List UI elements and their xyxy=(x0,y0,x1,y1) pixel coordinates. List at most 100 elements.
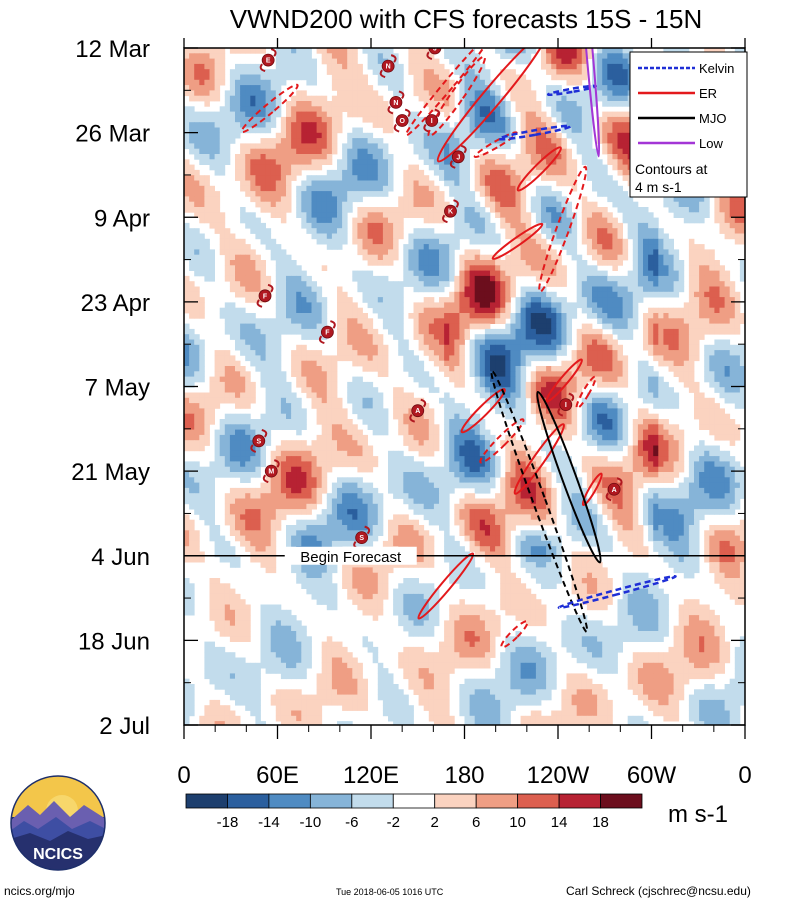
heat-cell xyxy=(581,111,588,118)
heat-cell xyxy=(525,53,532,59)
heat-cell xyxy=(581,143,588,150)
heat-cell xyxy=(321,95,328,102)
heat-cell xyxy=(245,106,251,112)
heat-cell xyxy=(617,249,623,256)
heat-cell xyxy=(184,116,190,123)
heat-cell xyxy=(342,233,348,240)
heat-cell xyxy=(632,212,639,218)
heat-cell xyxy=(683,302,690,309)
heat-cell xyxy=(377,260,384,266)
heat-cell xyxy=(663,307,669,314)
heat-cell xyxy=(704,196,710,203)
heat-cell xyxy=(377,291,384,298)
heat-cell xyxy=(643,244,649,250)
heat-cell xyxy=(301,207,307,213)
heat-cell xyxy=(464,302,470,309)
heat-cell xyxy=(586,302,593,309)
heat-cell xyxy=(490,201,496,208)
heat-cell xyxy=(270,360,277,367)
heat-cell xyxy=(184,334,190,340)
heat-cell xyxy=(250,254,256,261)
heat-cell xyxy=(403,275,409,282)
heat-cell xyxy=(382,244,389,250)
heat-cell xyxy=(265,90,272,97)
heat-cell xyxy=(286,169,292,176)
heat-cell xyxy=(260,260,266,266)
heat-cell xyxy=(204,185,210,192)
heat-cell xyxy=(474,228,481,234)
heat-cell xyxy=(622,154,629,160)
heat-cell xyxy=(469,138,476,144)
heat-cell xyxy=(321,148,328,155)
heat-cell xyxy=(291,350,297,356)
heat-cell xyxy=(484,101,491,107)
heat-cell xyxy=(474,69,481,75)
heat-cell xyxy=(612,58,618,65)
heat-cell xyxy=(694,355,700,362)
heat-cell xyxy=(495,90,501,97)
heat-cell xyxy=(648,228,654,234)
heat-cell xyxy=(398,79,404,86)
heat-cell xyxy=(607,154,613,160)
heat-cell xyxy=(229,302,236,309)
heat-cell xyxy=(474,79,481,86)
heat-cell xyxy=(479,74,486,81)
heat-cell xyxy=(362,323,368,330)
heat-cell xyxy=(617,260,623,266)
heat-cell xyxy=(617,85,623,91)
heat-cell xyxy=(490,164,496,171)
heat-cell xyxy=(658,350,664,356)
heat-cell xyxy=(490,238,496,245)
heat-cell xyxy=(413,212,419,218)
heat-cell xyxy=(337,122,343,128)
heat-cell xyxy=(474,334,481,340)
heat-cell xyxy=(444,180,450,187)
heat-cell xyxy=(199,344,205,351)
heat-cell xyxy=(331,180,338,187)
heat-cell xyxy=(541,228,547,234)
heat-cell xyxy=(653,281,659,287)
heat-cell xyxy=(724,291,731,298)
heat-cell xyxy=(439,154,445,160)
heat-cell xyxy=(484,122,491,128)
heat-cell xyxy=(209,148,215,155)
heat-cell xyxy=(229,313,236,319)
heat-cell xyxy=(724,313,731,319)
heat-cell xyxy=(581,334,588,340)
heat-cell xyxy=(413,169,419,176)
heat-cell xyxy=(520,233,527,240)
heat-cell xyxy=(444,260,450,266)
heat-cell xyxy=(571,249,578,256)
heat-cell xyxy=(566,74,572,81)
heat-cell xyxy=(571,307,578,314)
heat-cell xyxy=(561,127,567,134)
heat-cell xyxy=(469,291,476,298)
heat-cell xyxy=(500,339,506,346)
heat-cell xyxy=(484,339,491,346)
heat-cell xyxy=(194,185,200,192)
heat-cell xyxy=(235,244,241,250)
heat-cell xyxy=(357,249,363,256)
heat-cell xyxy=(469,116,476,123)
heat-cell xyxy=(734,355,741,362)
heat-cell xyxy=(291,148,297,155)
heat-cell xyxy=(622,90,629,97)
heat-cell xyxy=(637,228,644,234)
heat-cell xyxy=(699,270,705,277)
heat-cell xyxy=(393,233,399,240)
heat-cell xyxy=(704,48,710,54)
heat-cell xyxy=(235,106,241,112)
heat-cell xyxy=(321,191,328,197)
heat-cell xyxy=(719,217,725,224)
heat-cell xyxy=(622,85,629,91)
heat-cell xyxy=(199,48,205,54)
heat-cell xyxy=(704,212,710,218)
heat-cell xyxy=(515,355,521,362)
heat-cell xyxy=(306,63,312,70)
heat-cell xyxy=(546,302,552,309)
heat-cell xyxy=(556,323,562,330)
heat-cell xyxy=(235,164,241,171)
heat-cell xyxy=(699,260,705,266)
heat-cell xyxy=(372,350,379,356)
heat-cell xyxy=(576,302,583,309)
